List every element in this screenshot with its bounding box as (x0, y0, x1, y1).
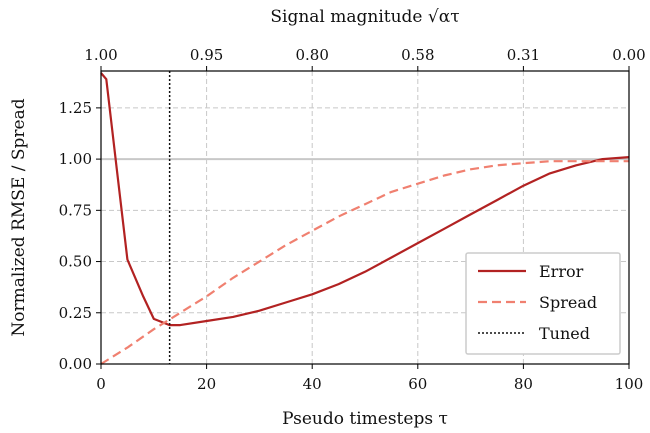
x-axis-label: Pseudo timesteps τ (282, 409, 448, 429)
legend-box (465, 252, 621, 355)
top-x-tick-label: 0.58 (401, 46, 434, 64)
top-x-tick-label: 0.80 (295, 46, 328, 64)
y-tick-label: 1.00 (59, 150, 92, 168)
top-x-axis-label: Signal magnitude √ατ (270, 7, 459, 27)
series-layer (100, 71, 630, 365)
y-tick-label: 0.25 (59, 304, 92, 322)
x-tick-label: 20 (197, 375, 216, 393)
x-tick-label: 100 (615, 375, 644, 393)
x-tick-label: 0 (96, 375, 106, 393)
legend: Error Spread Tuned (465, 252, 621, 355)
x-tick-label: 80 (514, 375, 533, 393)
x-tick-label: 60 (408, 375, 427, 393)
top-x-tick-label: 0.95 (190, 46, 223, 64)
top-x-tick-label: 1.00 (84, 46, 117, 64)
y-tick-label: 0.50 (59, 253, 92, 271)
top-x-tick-label: 0.31 (507, 46, 540, 64)
plot-frame (100, 70, 630, 365)
y-axis-label: Normalized RMSE / Spread (9, 98, 29, 336)
x-tick-label: 40 (303, 375, 322, 393)
legend-label-tuned: Tuned (539, 324, 590, 343)
y-tick-label: 1.25 (59, 99, 92, 117)
series-spread-line (100, 160, 629, 365)
series-error-line (100, 72, 630, 327)
legend-label-spread: Spread (539, 293, 597, 312)
y-tick-label: 0.75 (59, 201, 92, 219)
y-tick-label: 0.00 (59, 355, 92, 373)
top-x-tick-label: 0.00 (612, 46, 645, 64)
legend-label-error: Error (539, 262, 584, 281)
ticks: 0 20 40 60 80 100 0.00 0.25 0.50 0.75 1.00 1.25 1.00… (59, 46, 646, 393)
grid (101, 71, 629, 364)
